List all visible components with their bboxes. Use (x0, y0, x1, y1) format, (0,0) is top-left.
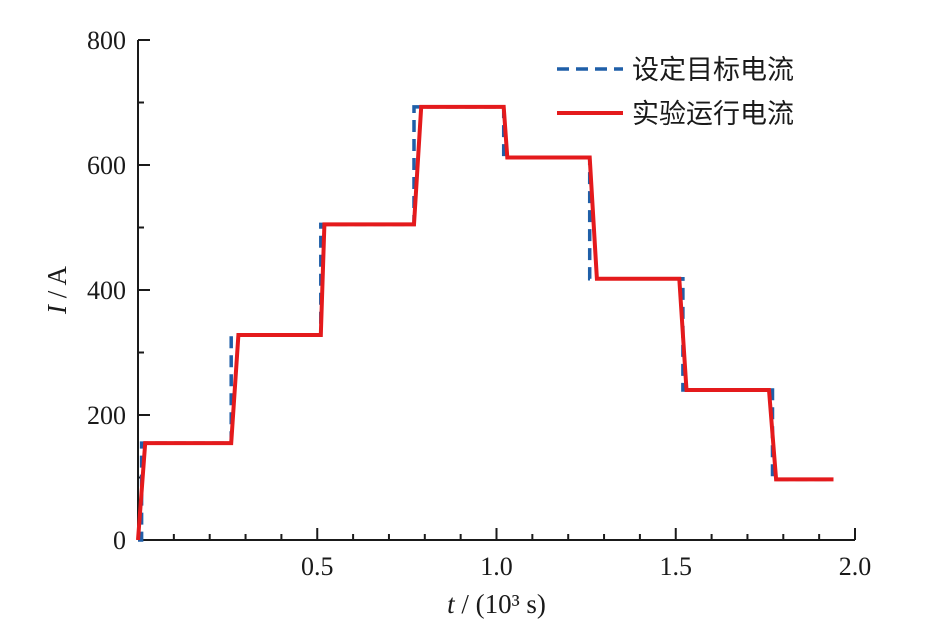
y-tick-label: 0 (113, 526, 126, 555)
measured-current-line (136, 104, 834, 541)
x-tick-label: 0.5 (301, 552, 334, 581)
target-current-line (138, 105, 834, 542)
x-axis-title: t / (10³ s) (447, 589, 546, 619)
legend-label: 实验运行电流 (632, 99, 794, 130)
legend-label: 设定目标电流 (632, 55, 794, 86)
x-tick-label: 1.5 (660, 552, 693, 581)
x-tick-label: 1.0 (480, 552, 513, 581)
y-tick-label: 400 (87, 276, 126, 305)
x-tick-label: 2.0 (839, 552, 872, 581)
y-tick-label: 600 (87, 151, 126, 180)
ticks: 0 200 400 600 800 0.5 1.0 1.5 2.0 (87, 26, 871, 581)
series-lines (136, 104, 834, 542)
y-tick-label: 800 (87, 26, 126, 55)
y-axis-title: I / A (42, 265, 72, 315)
axis-titles: t / (10³ s) I / A (42, 265, 546, 619)
y-tick-label: 200 (87, 401, 126, 430)
